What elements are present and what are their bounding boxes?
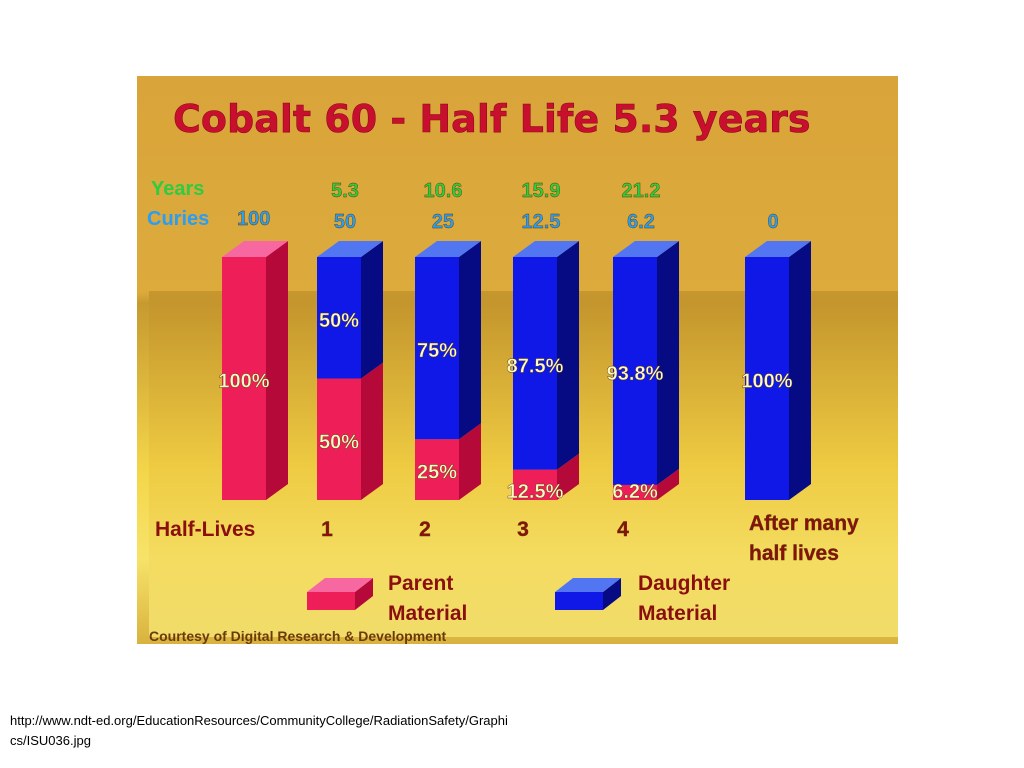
curies-value: 25 xyxy=(432,211,454,233)
parent-percent-label: 100% xyxy=(218,371,269,393)
category-label: 4 xyxy=(617,518,629,541)
category-label: 1 xyxy=(321,518,333,541)
parent-bar-segment xyxy=(613,468,679,500)
years-value: 15.9 xyxy=(522,180,561,202)
daughter-percent-label: 50% xyxy=(319,310,359,332)
daughter-bar-segment xyxy=(513,241,579,470)
parent-percent-label: 12.5% xyxy=(507,481,564,503)
parent-percent-label: 50% xyxy=(319,431,359,453)
legend-label-daughter: Material xyxy=(638,602,717,625)
x-axis-label: Half-Lives xyxy=(155,518,255,541)
parent-percent-label: 25% xyxy=(417,462,457,484)
curies-value: 12.5 xyxy=(522,211,561,233)
chart-title: Cobalt 60 - Half Life 5.3 years xyxy=(173,97,810,141)
daughter-bar-segment xyxy=(613,241,679,485)
daughter-percent-label: 93.8% xyxy=(607,363,664,385)
daughter-bar-segment xyxy=(317,241,383,379)
parent-percent-label: 6.2% xyxy=(612,481,658,503)
category-label: 2 xyxy=(419,518,431,541)
parent-bar-segment xyxy=(415,423,481,500)
years-value: 21.2 xyxy=(622,180,661,202)
curies-value: 50 xyxy=(334,211,356,233)
daughter-bar-segment xyxy=(415,241,481,440)
daughter-bar-segment xyxy=(745,241,811,500)
daughter-percent-label: 87.5% xyxy=(507,355,564,377)
legend-daughter-swatch xyxy=(555,578,621,610)
years-value: 5.3 xyxy=(331,180,359,202)
labels-group: 100% 100 50% 50% 5.3 50 1 25% 75% 10.6 25 2 12.5% 87.… xyxy=(218,180,859,565)
curies-value: 0 xyxy=(767,211,778,233)
curies-value: 100 xyxy=(237,208,270,230)
legend: Parent Material Daughter Material xyxy=(307,572,730,625)
category-label: half lives xyxy=(749,542,839,565)
category-label: After many xyxy=(749,512,859,535)
bars-group xyxy=(222,241,811,500)
half-life-chart: Cobalt 60 - Half Life 5.3 years Years Cu… xyxy=(137,76,898,644)
parent-bar-segment xyxy=(317,362,383,500)
daughter-percent-label: 75% xyxy=(417,340,457,362)
legend-label-parent: Parent xyxy=(388,572,453,595)
parent-bar-segment xyxy=(513,453,579,500)
parent-bar-segment xyxy=(222,241,288,500)
legend-parent-swatch xyxy=(307,578,373,610)
legend-label-parent: Material xyxy=(388,602,467,625)
daughter-percent-label: 100% xyxy=(741,371,792,393)
years-header: Years xyxy=(151,178,204,200)
curies-value: 6.2 xyxy=(627,211,655,233)
credit-text: Courtesy of Digital Research & Developme… xyxy=(149,628,447,644)
category-label: 3 xyxy=(517,518,529,541)
source-url[interactable]: http://www.ndt-ed.org/EducationResources… xyxy=(10,713,508,748)
curies-header: Curies xyxy=(147,208,209,230)
years-value: 10.6 xyxy=(424,180,463,202)
legend-label-daughter: Daughter xyxy=(638,572,730,595)
